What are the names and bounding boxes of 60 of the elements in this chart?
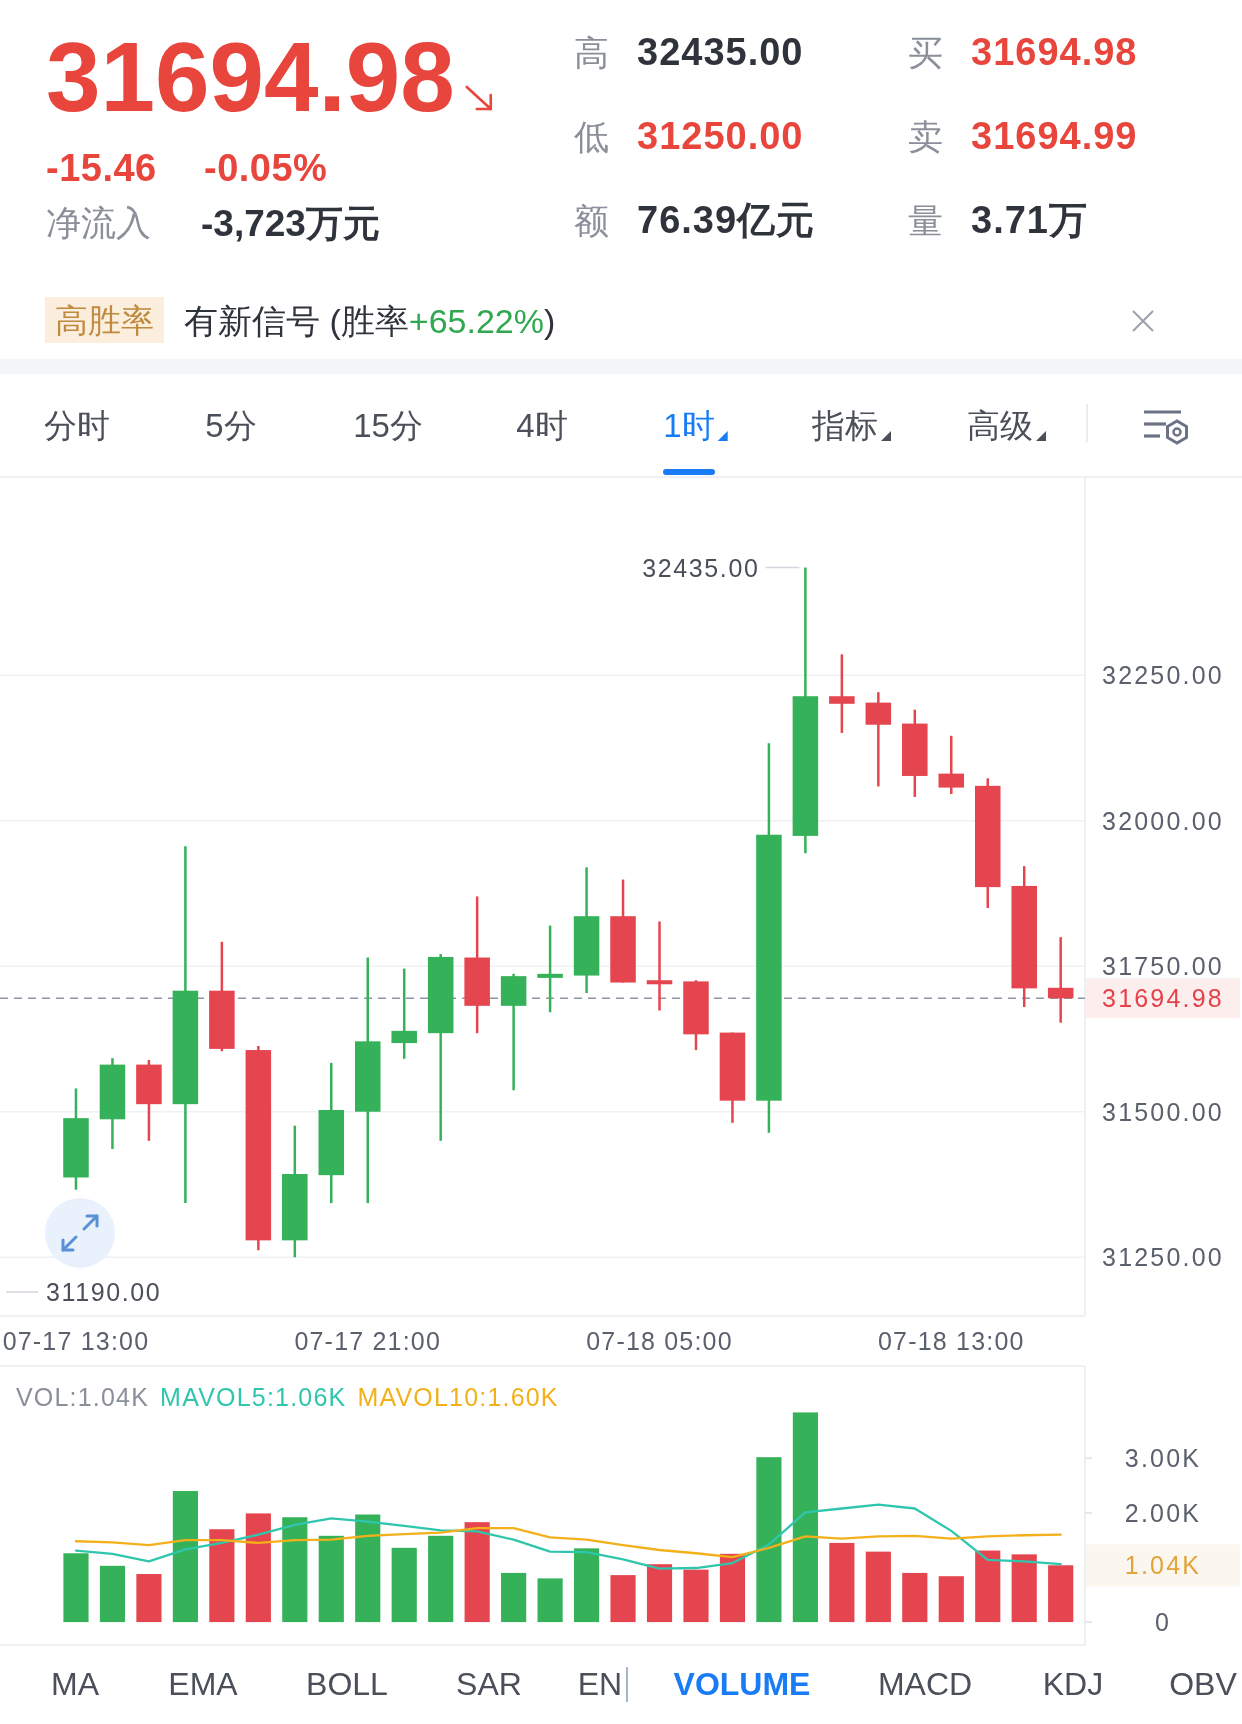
text: 15分 [353,407,423,444]
x-tick-label: 07-17 13:00 [2,1327,150,1355]
text: KDJ [1042,1666,1104,1702]
x-tick-label: 07-18 13:00 [877,1327,1025,1355]
text: MAVOL5:1.06K [160,1383,347,1411]
text: 31694.99 [971,115,1138,157]
x-tick-label: 07-17 21:00 [294,1327,442,1355]
y-tick-label: 3.00K [1124,1444,1202,1473]
text: 31694.98 [971,31,1138,73]
line-series [74,1503,1062,1570]
text: ) [543,302,556,340]
y-tick-label: 0 [1154,1608,1172,1637]
text: MA [51,1666,100,1702]
text: EN [577,1666,623,1702]
y-tick-label: 32000.00 [1102,806,1224,835]
annotation: VOL:1.04K [16,1383,150,1411]
text: 31694.98 [46,22,455,132]
y-tick-label: 31750.00 [1102,952,1224,981]
text: 指标 [811,407,878,444]
text: 3.71万 [971,199,1088,241]
text: 卖 [908,117,943,156]
annotation: 31190.00 [46,1278,162,1306]
text: EMA [168,1666,239,1702]
ref-line-label: 31694.98 [1086,978,1240,1019]
text: 低 [574,117,609,156]
text: 5分 [205,407,257,444]
text: -15.46 [46,147,157,189]
y-tick-label: 31250.00 [1102,1243,1224,1272]
annotation: 32435.00 [642,553,760,582]
text: 高级 [967,407,1033,444]
text: 高 [574,33,609,72]
text: OBV [1169,1666,1238,1702]
text: BOLL [306,1666,388,1702]
text: VOLUME [673,1666,811,1702]
badge: 高胜率 [45,297,164,343]
text: 4时 [516,407,568,444]
ref-line-label: 31694.98 [1102,984,1224,1013]
annotation: 1.04K [1124,1551,1202,1580]
text: 量 [908,201,943,240]
text: 净流入 [46,203,151,242]
text: +65.22% [408,302,544,340]
x-tick-label: 07-18 05:00 [586,1327,733,1355]
text: 有新信号 (胜率 [184,302,409,340]
value-label: 1.04K [1086,1544,1240,1587]
text: -0.05% [204,147,328,189]
y-tick-label: 32250.00 [1102,661,1224,690]
text: 1时 [663,407,715,444]
text: 分时 [44,407,110,444]
text: 76.39亿元 [637,199,816,241]
text: SAR [456,1666,522,1702]
text: MAVOL10:1.60K [357,1383,559,1411]
y-tick-label: 31500.00 [1102,1097,1224,1126]
text: -3,723万元 [201,203,380,244]
line-series [74,1527,1062,1559]
text: 31250.00 [637,115,804,157]
y-tick-label: 2.00K [1124,1498,1202,1527]
text: 买 [908,33,943,72]
text: MACD [877,1666,973,1702]
text: 额 [574,201,609,240]
text: 32435.00 [637,31,804,73]
